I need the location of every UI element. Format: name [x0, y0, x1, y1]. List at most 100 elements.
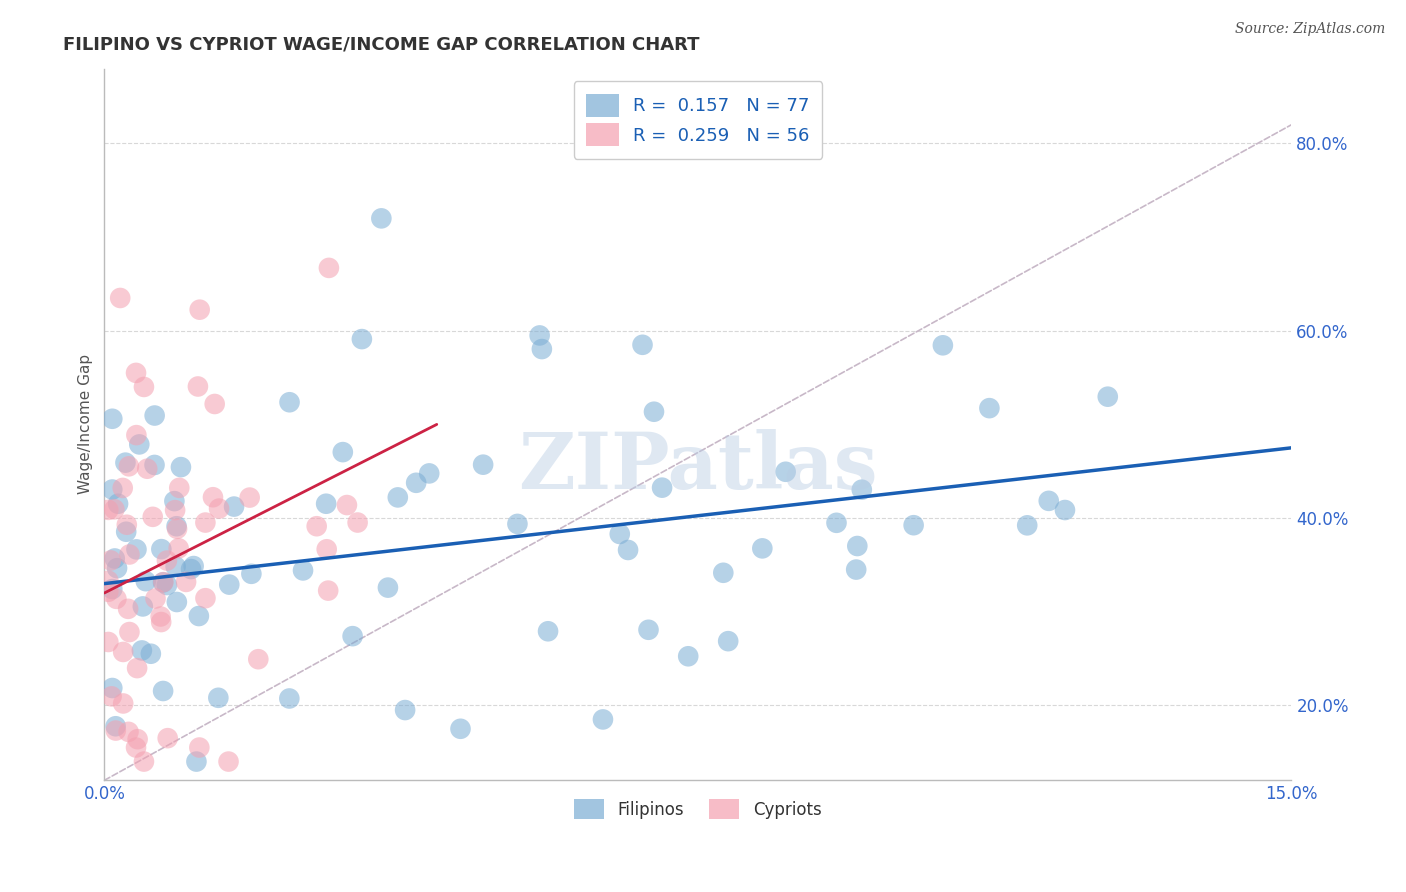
Point — [676, 649, 699, 664]
Point — [100, 553, 122, 567]
Point — [118, 625, 141, 640]
Point — [418, 467, 440, 481]
Point — [117, 724, 139, 739]
Point — [166, 522, 188, 536]
Point — [152, 575, 174, 590]
Point — [506, 516, 529, 531]
Point — [825, 516, 848, 530]
Point — [118, 459, 141, 474]
Point — [101, 411, 124, 425]
Point — [315, 542, 337, 557]
Point — [170, 460, 193, 475]
Point — [617, 543, 640, 558]
Point — [1097, 390, 1119, 404]
Point — [166, 595, 188, 609]
Point — [592, 713, 614, 727]
Point — [156, 578, 179, 592]
Point — [117, 602, 139, 616]
Point — [1017, 518, 1039, 533]
Point — [377, 581, 399, 595]
Point — [125, 428, 148, 442]
Point — [472, 458, 495, 472]
Point — [104, 723, 127, 738]
Point — [346, 516, 368, 530]
Point — [846, 539, 869, 553]
Point — [142, 509, 165, 524]
Text: FILIPINO VS CYPRIOT WAGE/INCOME GAP CORRELATION CHART: FILIPINO VS CYPRIOT WAGE/INCOME GAP CORR… — [63, 36, 700, 54]
Point — [150, 542, 173, 557]
Point — [717, 634, 740, 648]
Point — [118, 548, 141, 562]
Point — [350, 332, 373, 346]
Point — [609, 527, 631, 541]
Point — [537, 624, 560, 639]
Y-axis label: Wage/Income Gap: Wage/Income Gap — [79, 354, 93, 494]
Point — [278, 691, 301, 706]
Point — [183, 559, 205, 574]
Point — [152, 575, 174, 590]
Point — [101, 582, 124, 596]
Point — [125, 740, 148, 755]
Point — [131, 643, 153, 657]
Point — [136, 461, 159, 475]
Point — [97, 635, 120, 649]
Point — [530, 342, 553, 356]
Point — [152, 684, 174, 698]
Point — [145, 591, 167, 606]
Point — [97, 574, 120, 588]
Point — [97, 584, 120, 599]
Point — [631, 338, 654, 352]
Point — [651, 481, 673, 495]
Point — [188, 740, 211, 755]
Point — [332, 445, 354, 459]
Point — [101, 483, 124, 497]
Point — [208, 501, 231, 516]
Point — [529, 328, 551, 343]
Point — [187, 379, 209, 393]
Point — [114, 456, 136, 470]
Point — [143, 409, 166, 423]
Point — [125, 542, 148, 557]
Text: ZIPatlas: ZIPatlas — [517, 429, 877, 505]
Point — [979, 401, 1001, 416]
Point — [104, 551, 127, 566]
Point — [111, 481, 134, 495]
Point — [127, 661, 149, 675]
Point — [370, 211, 392, 226]
Point — [115, 517, 138, 532]
Point — [932, 338, 955, 352]
Point — [166, 519, 188, 533]
Point — [150, 615, 173, 629]
Point — [240, 566, 263, 581]
Point — [903, 518, 925, 533]
Point — [194, 516, 217, 530]
Point — [132, 755, 155, 769]
Point — [292, 563, 315, 577]
Point — [194, 591, 217, 606]
Text: Source: ZipAtlas.com: Source: ZipAtlas.com — [1234, 22, 1385, 37]
Point — [318, 260, 340, 275]
Point — [305, 519, 328, 533]
Point — [103, 502, 125, 516]
Point — [112, 645, 135, 659]
Point — [104, 719, 127, 733]
Point — [316, 583, 339, 598]
Point — [127, 732, 149, 747]
Point — [222, 500, 245, 514]
Point — [112, 697, 135, 711]
Point — [100, 690, 122, 704]
Point — [108, 291, 131, 305]
Point — [105, 591, 128, 606]
Point — [156, 731, 179, 746]
Point — [239, 491, 262, 505]
Point — [165, 503, 187, 517]
Point — [450, 722, 472, 736]
Point — [387, 491, 409, 505]
Point — [845, 563, 868, 577]
Point — [143, 458, 166, 472]
Point — [247, 652, 270, 666]
Point — [201, 490, 224, 504]
Point — [315, 497, 337, 511]
Point — [751, 541, 773, 556]
Point — [156, 553, 179, 567]
